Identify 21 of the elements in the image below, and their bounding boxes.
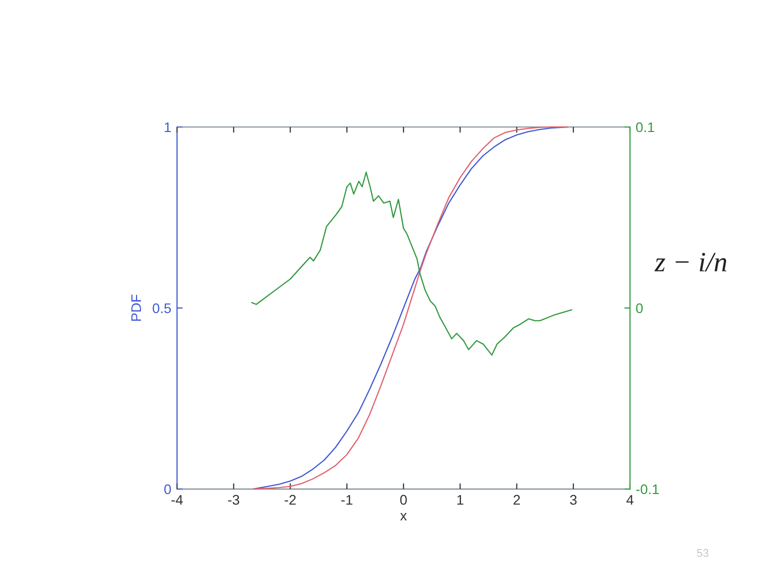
line-series xyxy=(252,126,568,490)
y2-axis-title: z − i/n xyxy=(654,252,726,272)
x-tick-label: -2 xyxy=(284,494,296,505)
line-series xyxy=(251,172,572,356)
y2-tick-label: 0.1 xyxy=(636,122,654,132)
y-tick-label: 0.5 xyxy=(152,303,171,314)
x-tick-label: -4 xyxy=(171,495,183,505)
x-tick-label: -3 xyxy=(228,494,240,505)
x-tick-label: 2 xyxy=(514,494,520,505)
y-tick-label: 0 xyxy=(164,484,171,494)
y-tick-label: 1 xyxy=(164,122,171,132)
x-tick-label: 0 xyxy=(400,494,407,505)
y2-tick-label: 0 xyxy=(636,303,643,314)
y-axis-title: PDF xyxy=(131,294,141,321)
x-tick-label: 4 xyxy=(626,495,634,505)
text: 53 xyxy=(696,549,708,557)
x-tick-label: 1 xyxy=(457,495,464,505)
y2-tick-label: -0.1 xyxy=(636,484,659,494)
x-axis-title: x xyxy=(400,513,407,520)
x-tick-label: 3 xyxy=(570,494,577,505)
x-tick-label: -1 xyxy=(341,495,352,505)
